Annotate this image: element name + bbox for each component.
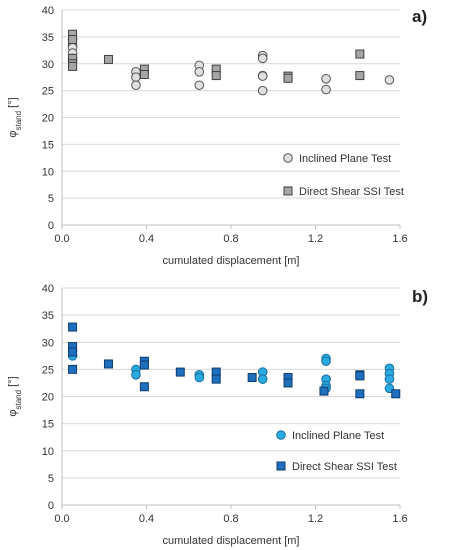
y-tick-label: 25	[42, 86, 54, 98]
data-point	[131, 72, 141, 82]
data-point	[68, 35, 78, 45]
y-axis-title-symbol: φ	[7, 131, 19, 138]
y-tick-label: 40	[42, 283, 54, 295]
y-tick-label: 0	[48, 220, 54, 232]
series-2	[68, 322, 401, 399]
series-2	[68, 29, 365, 83]
data-point	[257, 85, 268, 96]
y-tick-label: 0	[48, 500, 54, 512]
data-point	[321, 74, 331, 84]
data-point	[321, 356, 331, 367]
data-point	[103, 54, 113, 64]
x-tick-label: 1.2	[308, 233, 323, 245]
data-point	[175, 367, 185, 377]
legend-marker	[276, 461, 286, 471]
data-point	[384, 374, 395, 384]
data-point	[247, 373, 257, 383]
panel-label: a)	[412, 7, 427, 26]
data-point	[257, 53, 268, 64]
y-tick-label: 10	[42, 446, 54, 458]
y-tick-label: 5	[48, 473, 54, 485]
legend-marker	[283, 186, 293, 196]
y-axis-title: φstand [°]	[7, 376, 23, 416]
chart-panel-1: 0 5 10 15 20 25 30 35 40 0.0 0.4 0.8 1.2 1.6 cumulated…	[7, 5, 427, 267]
legend-marker	[276, 430, 286, 440]
data-point	[283, 378, 293, 388]
chart-panel-2: 0 5 10 15 20 25 30 35 40 0.0 0.4 0.8 1.2 1.6 cumulated…	[7, 283, 428, 547]
x-tick-label: 1.6	[392, 513, 407, 525]
data-point	[319, 386, 329, 396]
legend: Inclined Plane Test Direct Shear SSI Test	[283, 153, 404, 198]
data-point	[139, 70, 149, 79]
y-tick-label: 5	[48, 193, 54, 205]
data-point	[139, 360, 149, 370]
data-point	[68, 347, 78, 357]
data-point	[131, 370, 141, 380]
x-tick-label: 0.4	[139, 233, 154, 245]
y-tick-label: 20	[42, 392, 54, 404]
panel-label: b)	[412, 287, 428, 306]
legend: Inclined Plane Test Direct Shear SSI Test	[276, 430, 397, 473]
data-point	[68, 61, 78, 71]
y-tick-label: 35	[42, 32, 54, 44]
data-point	[211, 71, 221, 81]
y-tick-label: 40	[42, 5, 54, 17]
data-point	[355, 389, 365, 399]
data-point	[321, 84, 331, 95]
data-point	[194, 372, 205, 383]
data-point	[68, 364, 78, 374]
x-tick-label: 1.2	[308, 513, 323, 525]
x-axis-title: cumulated displacement [m]	[163, 535, 300, 547]
y-tick-label: 15	[42, 419, 54, 431]
data-point	[211, 374, 221, 384]
legend-marker	[283, 153, 293, 163]
x-tick-label: 0.8	[223, 233, 238, 245]
data-point	[355, 49, 365, 59]
y-axis-title-subscript: stand	[14, 390, 23, 410]
data-point	[355, 371, 365, 381]
data-point	[139, 382, 149, 392]
y-axis-title-symbol: φ	[7, 410, 19, 417]
y-axis-title: φstand [°]	[7, 97, 23, 137]
data-point	[194, 67, 205, 77]
x-tick-label: 0.0	[54, 233, 69, 245]
data-point	[257, 374, 268, 384]
x-tick-label: 0.4	[139, 513, 154, 525]
legend-entry: Inclined Plane Test	[292, 430, 384, 442]
data-point	[131, 80, 141, 91]
y-axis-title-subscript: stand	[14, 111, 23, 131]
data-point	[384, 75, 395, 85]
data-point	[194, 80, 205, 91]
x-tick-label: 0.8	[223, 513, 238, 525]
x-tick-label: 0.0	[54, 513, 69, 525]
legend-entry: Direct Shear SSI Test	[299, 186, 404, 198]
legend-entry: Inclined Plane Test	[299, 153, 391, 165]
y-tick-label: 20	[42, 113, 54, 125]
data-point	[283, 73, 293, 83]
series-1	[67, 34, 395, 96]
data-point	[391, 389, 401, 399]
data-point	[355, 71, 365, 81]
y-tick-label: 35	[42, 310, 54, 322]
y-axis-title-unit: [°]	[7, 376, 19, 390]
y-tick-label: 25	[42, 364, 54, 376]
data-point	[68, 322, 78, 332]
y-tick-label: 15	[42, 139, 54, 151]
data-point	[103, 359, 113, 369]
data-point	[257, 71, 268, 81]
y-axis-title-unit: [°]	[7, 97, 19, 111]
y-tick-label: 30	[42, 337, 54, 349]
x-tick-label: 1.6	[392, 233, 407, 245]
y-tick-label: 10	[42, 166, 54, 178]
x-axis-title: cumulated displacement [m]	[163, 255, 300, 267]
legend-entry: Direct Shear SSI Test	[292, 461, 397, 473]
y-tick-label: 30	[42, 59, 54, 71]
